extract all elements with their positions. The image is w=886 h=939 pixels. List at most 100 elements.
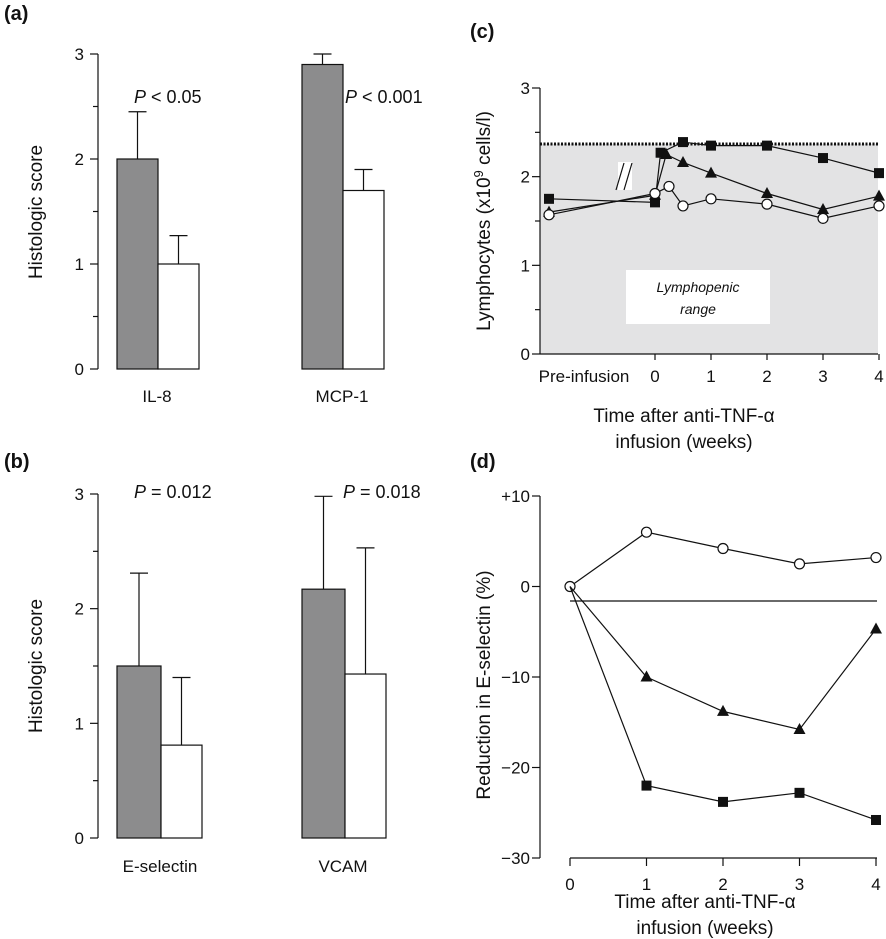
- panel-a-p-annotation-1: P < 0.001: [345, 87, 423, 107]
- panel-d-y-axis-title: Reduction in E-selectin (%): [474, 570, 495, 799]
- panel-b-ticks: 0 1 2 3: [75, 485, 98, 848]
- panel-c-y-tick-label-3: 3: [521, 79, 530, 98]
- panel-a-label: (a): [4, 3, 28, 25]
- panel-d-ticks: +10 0 −10 −20 −30 0 1 2 3 4: [501, 487, 881, 894]
- panel-c-triangle-point-4: [705, 166, 717, 178]
- panel-c-y-title-post: cells/l): [474, 111, 495, 170]
- panel-a-bar-0-1: [157, 263, 200, 370]
- panel-a-p-value-0: < 0.05: [146, 87, 202, 107]
- panel-c-x-tick-label-0: Pre-infusion: [539, 367, 630, 386]
- panel-b-category-label-0: E-selectin: [123, 857, 198, 876]
- panel-d-square-point-2-4: [871, 814, 881, 825]
- panel-c-triangle-point-7: [873, 189, 885, 201]
- panel-c-circle-point-7: [873, 200, 885, 212]
- panel-b-p-italic-1: P: [343, 482, 355, 502]
- panel-d-x-axis-title-line2: infusion (weeks): [636, 918, 773, 939]
- panel-b-p-value-1: = 0.018: [355, 482, 421, 502]
- panel-d-y-tick-label-0: +10: [501, 487, 530, 506]
- panel-c-series: [543, 137, 885, 224]
- panel-d-y-tick-label-3: −20: [501, 759, 530, 778]
- panel-d-series-line-2: [569, 586, 877, 821]
- panel-c-y-tick-label-0: 0: [521, 345, 530, 364]
- panel-d-y-tick-label-4: −30: [501, 849, 530, 868]
- panel-c-triangle-point-5: [761, 187, 773, 199]
- panel-a-category-label-1: MCP-1: [316, 387, 369, 406]
- panel-c-label: (c): [470, 21, 494, 43]
- panel-d-triangle-point-1-2: [717, 704, 729, 716]
- axis-break-mark-left: [615, 162, 625, 191]
- panel-b-p-annotation-1: P = 0.018: [343, 482, 421, 502]
- panel-d-x-tick-label-4: 4: [871, 875, 880, 894]
- panel-a-p-italic-0: P: [134, 87, 146, 107]
- panel-a-y-tick-label-2: 2: [75, 150, 84, 169]
- panel-a-p-value-1: < 0.001: [357, 87, 423, 107]
- panel-d-triangle-point-1-3: [793, 722, 806, 734]
- panel-c-circle-point-6: [817, 212, 829, 224]
- panel-b-y-tick-label-2: 2: [75, 600, 84, 619]
- panel-c-square-point-2: [655, 147, 666, 158]
- panel-d-square-point-2-2: [718, 796, 728, 807]
- panel-c-square-point-3: [678, 137, 688, 148]
- panel-a-chart: 0 1 2 3 Histologic score IL-8 MCP-1 P < 0.0…: [26, 45, 423, 406]
- panel-c-circle-point-2: [663, 180, 675, 193]
- panel-b-chart: 0 1 2 3 Histologic score E-selectin VCAM P …: [26, 482, 421, 876]
- panel-d-y-tick-label-2: −10: [501, 668, 530, 687]
- panel-a-ticks: 0 1 2 3: [75, 45, 98, 379]
- panel-a-bar-1-1: [342, 189, 385, 370]
- panel-d-x-axis-title-line1: Time after anti-TNF-α: [614, 892, 795, 913]
- panel-c-triangle-point-2: [660, 148, 673, 159]
- panel-d-circle-point-0-4: [870, 551, 882, 564]
- axis-break-gap: [618, 162, 632, 190]
- panel-d-circle-point-0-3: [793, 558, 806, 570]
- panel-d-series: [564, 526, 882, 825]
- panel-b-p-value-0: = 0.012: [146, 482, 212, 502]
- panel-a-y-tick-label-0: 0: [75, 360, 84, 379]
- lymphopenic-range-box: [626, 270, 770, 324]
- panel-c-x-tick-label-4: 3: [818, 367, 827, 386]
- panel-c-x-tick-label-5: 4: [874, 367, 883, 386]
- panel-c-square-point-4: [706, 140, 716, 151]
- panel-a-category-label-0: IL-8: [142, 387, 171, 406]
- panel-b-label: (b): [4, 451, 30, 473]
- panel-c-circle-point-5: [761, 198, 773, 210]
- panel-b-category-label-1: VCAM: [318, 857, 367, 876]
- panel-c-square-point-6: [818, 153, 828, 164]
- panel-b-bar-0-0: [116, 665, 162, 839]
- panel-d-y-tick-label-1: 0: [521, 578, 530, 597]
- panel-c-y-axis-title: Lymphocytes (x109 cells/l): [471, 111, 496, 331]
- panel-d-triangle-point-1-4: [870, 622, 882, 634]
- panel-d-circle-point-0-2: [717, 542, 729, 555]
- panel-c-x-tick-label-1: 0: [650, 367, 659, 386]
- panel-d-x-tick-label-1: 1: [642, 875, 651, 894]
- panel-b-y-tick-label-1: 1: [75, 714, 84, 733]
- panel-d-x-tick-label-2: 2: [718, 875, 727, 894]
- panel-a-y-tick-label-1: 1: [75, 255, 84, 274]
- panel-a-y-tick-label-3: 3: [75, 45, 84, 64]
- lymphopenic-range-label-line2: range: [680, 301, 716, 317]
- panel-c-circle-point-4: [705, 193, 717, 205]
- panel-d-circle-point-0-1: [640, 526, 653, 538]
- panel-c-square-point-7: [874, 168, 884, 179]
- panel-a-y-axis-title: Histologic score: [26, 145, 47, 279]
- panel-b-bar-1-0: [301, 588, 346, 839]
- panel-c-y-title-pre: Lymphocytes (x10: [474, 177, 495, 330]
- panel-d-x-tick-label-3: 3: [795, 875, 804, 894]
- panel-c-x-tick-label-2: 1: [706, 367, 715, 386]
- panel-b-bar-0-1: [160, 744, 203, 839]
- panel-d-x-tick-label-0: 0: [565, 875, 574, 894]
- panel-c-x-axis-title-line2: infusion (weeks): [615, 432, 752, 453]
- panel-b-p-italic-0: P: [134, 482, 146, 502]
- panel-a-p-annotation-0: P < 0.05: [134, 87, 202, 107]
- panel-c-ticks: 0 1 2 3 Pre-infusion 0 1 2 3 4: [521, 79, 884, 386]
- panel-b-y-tick-label-0: 0: [75, 829, 84, 848]
- panel-c-circle-point-3: [677, 200, 689, 212]
- panel-c-triangle-point-6: [817, 202, 829, 214]
- panel-c-triangle-point-3: [677, 155, 689, 167]
- panel-a-bars: [116, 53, 385, 370]
- panel-a-p-italic-1: P: [345, 87, 357, 107]
- panel-a-bar-0-0: [116, 158, 159, 370]
- panel-c-y-tick-label-1: 1: [521, 256, 530, 275]
- panel-c-circle-point-1: [649, 187, 661, 200]
